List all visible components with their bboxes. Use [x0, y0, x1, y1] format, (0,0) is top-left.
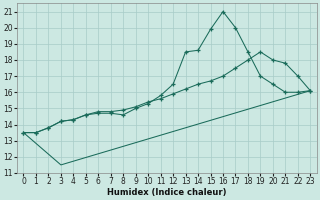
X-axis label: Humidex (Indice chaleur): Humidex (Indice chaleur) [107, 188, 227, 197]
